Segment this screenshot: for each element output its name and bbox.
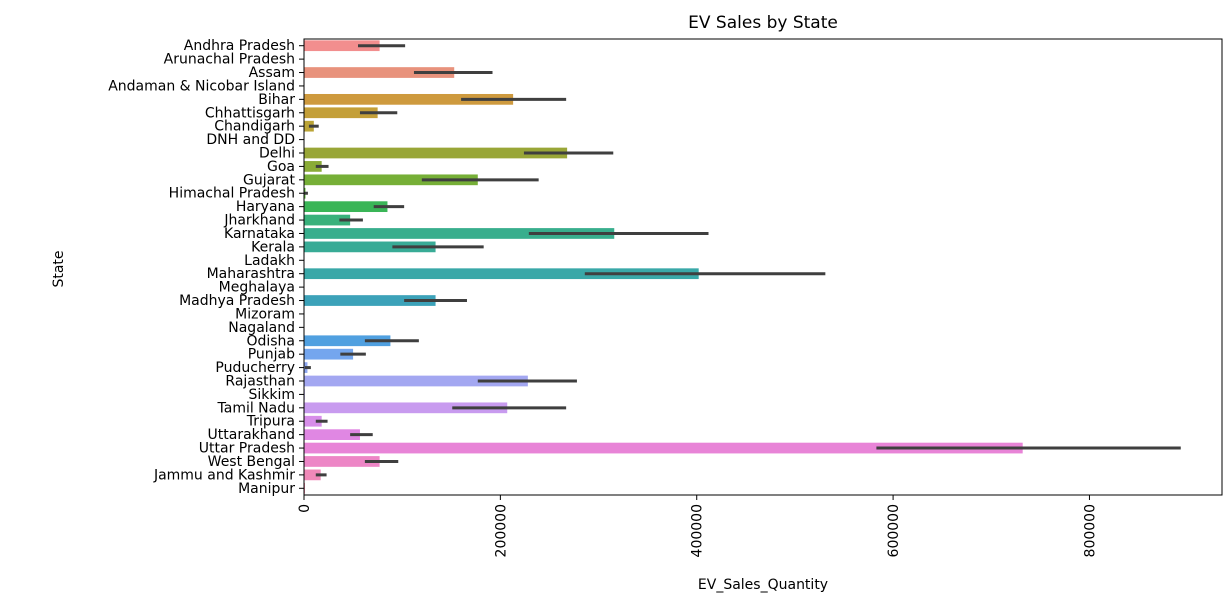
bar-jharkhand xyxy=(304,214,351,226)
bar-gujarat xyxy=(304,174,478,186)
y-axis-title: State xyxy=(51,250,67,287)
bar-chhattisgarh xyxy=(304,107,378,119)
y-tick-label-arunachal-pradesh: Arunachal Pradesh xyxy=(164,52,295,68)
bar-kerala xyxy=(304,241,436,253)
bar-punjab xyxy=(304,348,354,360)
bar-bihar xyxy=(304,93,514,105)
y-tick-label-sikkim: Sikkim xyxy=(248,387,295,403)
y-tick-label-madhya-pradesh: Madhya Pradesh xyxy=(179,293,295,309)
x-tick-label-0: 0 xyxy=(297,504,313,513)
y-tick-label-bihar: Bihar xyxy=(258,92,295,108)
bar-rajasthan xyxy=(304,375,528,387)
bar-andhra-pradesh xyxy=(304,40,380,52)
y-tick-label-himachal-pradesh: Himachal Pradesh xyxy=(169,186,295,202)
bar-tamil-nadu xyxy=(304,402,508,414)
x-tick-label-3: 600000 xyxy=(886,504,902,557)
y-tick-label-uttarakhand: Uttarakhand xyxy=(208,427,295,443)
y-tick-label-meghalaya: Meghalaya xyxy=(219,280,295,296)
y-tick-label-andhra-pradesh: Andhra Pradesh xyxy=(184,38,295,54)
bar-west-bengal xyxy=(304,456,380,467)
y-tick-label-haryana: Haryana xyxy=(236,199,295,215)
bar-haryana xyxy=(304,201,388,213)
y-tick-label-chandigarh: Chandigarh xyxy=(214,119,295,135)
y-tick-label-gujarat: Gujarat xyxy=(243,172,296,188)
bar-madhya-pradesh xyxy=(304,295,436,306)
chart-title: EV Sales by State xyxy=(688,13,838,33)
y-tick-label-jammu-and-kashmir: Jammu and Kashmir xyxy=(153,467,295,483)
y-tick-label-mizoram: Mizoram xyxy=(235,306,295,322)
bar-karnataka xyxy=(304,228,615,239)
y-tick-label-odisha: Odisha xyxy=(246,333,295,349)
y-tick-label-tamil-nadu: Tamil Nadu xyxy=(217,400,296,416)
x-tick-label-4: 800000 xyxy=(1082,504,1098,557)
bar-odisha xyxy=(304,335,391,347)
y-tick-label-west-bengal: West Bengal xyxy=(208,454,295,470)
plot-frame xyxy=(303,38,1223,496)
y-tick-label-ladakh: Ladakh xyxy=(244,253,295,269)
y-tick-label-goa: Goa xyxy=(267,159,295,175)
y-tick-label-assam: Assam xyxy=(249,65,295,81)
y-tick-label-puducherry: Puducherry xyxy=(215,360,295,376)
bar-assam xyxy=(304,67,455,78)
y-tick-label-delhi: Delhi xyxy=(259,146,295,162)
bar-delhi xyxy=(304,147,568,159)
y-tick-label-punjab: Punjab xyxy=(248,347,295,363)
y-tick-label-dnh-and-dd: DNH and DD xyxy=(206,132,295,148)
y-tick-label-manipur: Manipur xyxy=(238,481,295,497)
x-tick-label-1: 200000 xyxy=(493,504,509,557)
y-tick-label-tripura: Tripura xyxy=(246,414,295,430)
bar-uttar-pradesh xyxy=(304,442,1023,454)
y-tick-label-chhattisgarh: Chhattisgarh xyxy=(205,105,295,121)
y-tick-label-andaman-nicobar-island: Andaman & Nicobar Island xyxy=(108,78,295,94)
y-tick-label-maharashtra: Maharashtra xyxy=(207,266,295,282)
y-tick-label-kerala: Kerala xyxy=(251,239,295,255)
bar-tripura xyxy=(304,415,322,427)
y-tick-label-karnataka: Karnataka xyxy=(224,226,295,242)
bar-maharashtra xyxy=(304,268,699,280)
y-tick-label-nagaland: Nagaland xyxy=(228,320,295,336)
y-tick-label-rajasthan: Rajasthan xyxy=(225,374,295,390)
x-tick-label-2: 400000 xyxy=(690,504,706,557)
bar-jammu-and-kashmir xyxy=(304,469,321,481)
bar-uttarakhand xyxy=(304,429,360,441)
bar-goa xyxy=(304,161,322,172)
y-tick-label-uttar-pradesh: Uttar Pradesh xyxy=(199,441,295,457)
x-axis-title: EV_Sales_Quantity xyxy=(698,577,828,593)
y-tick-label-jharkhand: Jharkhand xyxy=(223,213,295,229)
